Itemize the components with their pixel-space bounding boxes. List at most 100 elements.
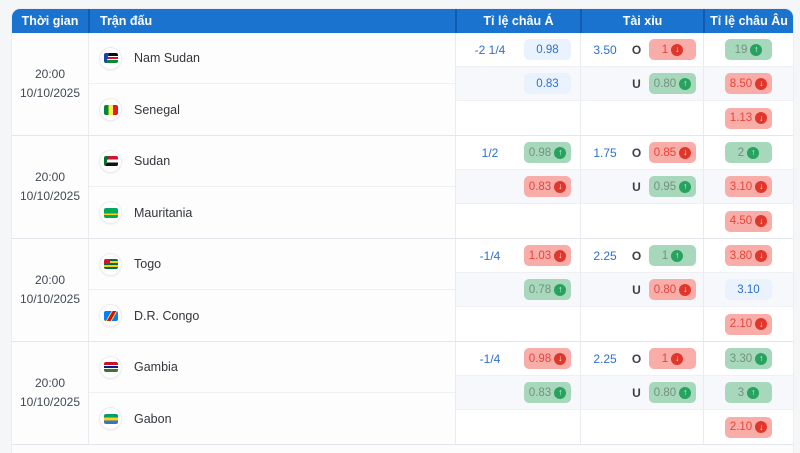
trend-arrow-icon: ↓ <box>671 43 684 56</box>
over-under-pill[interactable]: 0.85 ↓ <box>649 142 696 163</box>
asian-odds-pill[interactable]: 1.03 ↓ <box>524 245 571 266</box>
over-under-letter: U <box>632 179 641 194</box>
team-row-home[interactable]: Nam Sudan <box>89 33 455 84</box>
asian-odds-pill[interactable]: 0.83 ↓ <box>524 176 571 197</box>
over-under-letter: U <box>632 385 641 400</box>
teams-cell: Gambia Gabon <box>88 342 455 444</box>
over-under-pill[interactable]: 1 ↑ <box>649 245 696 266</box>
odds-value: 1 <box>661 352 669 365</box>
over-under-cell: U 0.80 ↑ <box>580 67 703 101</box>
euro-odds-pill[interactable]: 2 ↑ <box>725 142 772 163</box>
over-under-pill[interactable]: 0.80 ↑ <box>649 382 696 403</box>
next-row-cutoff <box>12 444 793 453</box>
handicap-value: -1/4 <box>479 248 501 263</box>
over-under-letter: U <box>632 282 641 297</box>
teams-cell: Sudan Mauritania <box>88 136 455 238</box>
over-under-pill[interactable]: 1 ↓ <box>649 39 696 60</box>
team-row-away[interactable]: Senegal <box>89 84 455 135</box>
trend-arrow-icon: ↑ <box>679 180 692 193</box>
trend-arrow-icon: ↓ <box>755 318 768 330</box>
over-under-pill[interactable]: 0.80 ↑ <box>649 73 696 94</box>
over-under-letter: O <box>631 42 642 57</box>
over-under-cell: 2.25 O 1 ↑ <box>580 239 703 273</box>
odds-value: 3.10 <box>729 180 753 193</box>
euro-odds-cell: 8.50 ↓ <box>703 67 793 101</box>
odds-value: 0.83 <box>528 180 552 193</box>
over-under-letter: O <box>631 145 642 160</box>
asian-odds-pill[interactable]: 0.83 <box>524 73 571 94</box>
flag-icon <box>100 253 121 275</box>
odds-value: 2.10 <box>729 318 753 330</box>
over-under-pill[interactable]: 0.95 ↑ <box>649 176 696 197</box>
asian-odds-pill[interactable]: 0.98 <box>524 39 571 60</box>
asian-odds-pill[interactable]: 0.98 ↑ <box>524 142 571 163</box>
trend-arrow-icon: ↑ <box>747 386 760 399</box>
team-name: Togo <box>134 257 162 271</box>
team-name: Nam Sudan <box>134 51 201 65</box>
asian-odds-pill[interactable]: 0.78 ↑ <box>524 279 571 300</box>
trend-arrow-icon: ↑ <box>554 283 567 296</box>
odds-value: 3.30 <box>729 352 753 365</box>
euro-odds-pill[interactable]: 19 ↑ <box>725 39 772 60</box>
euro-odds-pill[interactable]: 3 ↑ <box>725 382 772 403</box>
header-asian-odds: Tỉ lệ châu Á <box>455 9 580 33</box>
header-match: Trận đấu <box>88 9 455 33</box>
handicap-value: 1/2 <box>481 145 499 160</box>
trend-arrow-icon: ↓ <box>554 249 567 262</box>
flag-icon <box>100 408 121 429</box>
euro-odds-pill[interactable]: 3.80 ↓ <box>725 245 772 266</box>
odds-table: Thời gian Trận đấu Tỉ lệ châu Á Tài xỉu … <box>12 9 793 453</box>
asian-odds-cell: 0.83 ↑ <box>455 376 580 410</box>
odds-value: 0.80 <box>653 283 677 296</box>
asian-odds-pill[interactable]: 0.83 ↑ <box>524 382 571 403</box>
euro-odds-pill[interactable]: 3.10 <box>725 279 772 300</box>
euro-odds-cell: 2.10 ↓ <box>703 410 793 444</box>
euro-odds-cell: 2 ↑ <box>703 136 793 170</box>
teams-cell: Nam Sudan Senegal <box>88 33 455 135</box>
over-under-cell <box>580 101 703 135</box>
match-time: 20:00 <box>34 376 66 391</box>
team-row-away[interactable]: Mauritania <box>89 187 455 238</box>
asian-odds-pill[interactable]: 0.98 ↓ <box>524 348 571 369</box>
odds-value: 0.80 <box>653 77 677 90</box>
euro-odds-cell: 1.13 ↓ <box>703 101 793 135</box>
team-row-away[interactable]: D.R. Congo <box>89 290 455 341</box>
euro-odds-pill[interactable]: 3.30 ↑ <box>725 348 772 369</box>
asian-odds-cell: 0.83 <box>455 67 580 101</box>
euro-odds-pill[interactable]: 3.10 ↓ <box>725 176 772 197</box>
asian-odds-cell: -2 1/4 0.98 <box>455 33 580 67</box>
asian-odds-cell: 0.78 ↑ <box>455 273 580 307</box>
team-row-home[interactable]: Sudan <box>89 136 455 187</box>
odds-value: 19 <box>734 43 748 56</box>
asian-odds-cell: 1/2 0.98 ↑ <box>455 136 580 170</box>
flag-icon <box>100 356 121 378</box>
odds-value: 0.83 <box>528 386 552 399</box>
team-row-home[interactable]: Togo <box>89 239 455 290</box>
euro-odds-pill[interactable]: 4.50 ↓ <box>725 210 772 232</box>
euro-odds-pill[interactable]: 2.10 ↓ <box>725 416 772 438</box>
over-under-pill[interactable]: 0.80 ↓ <box>649 279 696 300</box>
match-time-cell: 20:00 10/10/2025 <box>12 136 88 238</box>
odds-value: 0.98 <box>536 43 559 56</box>
match-date: 10/10/2025 <box>19 292 81 306</box>
over-under-pill[interactable]: 1 ↓ <box>649 348 696 369</box>
team-row-home[interactable]: Gambia <box>89 342 455 393</box>
header-over-under: Tài xỉu <box>580 9 703 33</box>
trend-arrow-icon: ↓ <box>755 215 768 227</box>
match-time-cell: 20:00 10/10/2025 <box>12 239 88 341</box>
euro-odds-pill[interactable]: 8.50 ↓ <box>725 73 772 94</box>
odds-value: 1.13 <box>729 112 753 124</box>
team-row-away[interactable]: Gabon <box>89 393 455 444</box>
header-euro-odds: Tỉ lệ châu Âu <box>703 9 793 33</box>
trend-arrow-icon: ↓ <box>554 352 567 365</box>
asian-odds-cell <box>455 101 580 135</box>
odds-value: 0.78 <box>528 283 552 296</box>
odds-value: 3 <box>737 386 745 399</box>
trend-arrow-icon: ↓ <box>755 112 768 124</box>
trend-arrow-icon: ↑ <box>750 43 763 56</box>
goal-line-value: 2.25 <box>593 248 617 263</box>
euro-odds-pill[interactable]: 1.13 ↓ <box>725 107 772 129</box>
match-time-cell: 20:00 10/10/2025 <box>12 342 88 444</box>
euro-odds-pill[interactable]: 2.10 ↓ <box>725 313 772 335</box>
match-block: 20:00 10/10/2025 Togo D.R. Congo -1/4 1.… <box>12 238 793 341</box>
